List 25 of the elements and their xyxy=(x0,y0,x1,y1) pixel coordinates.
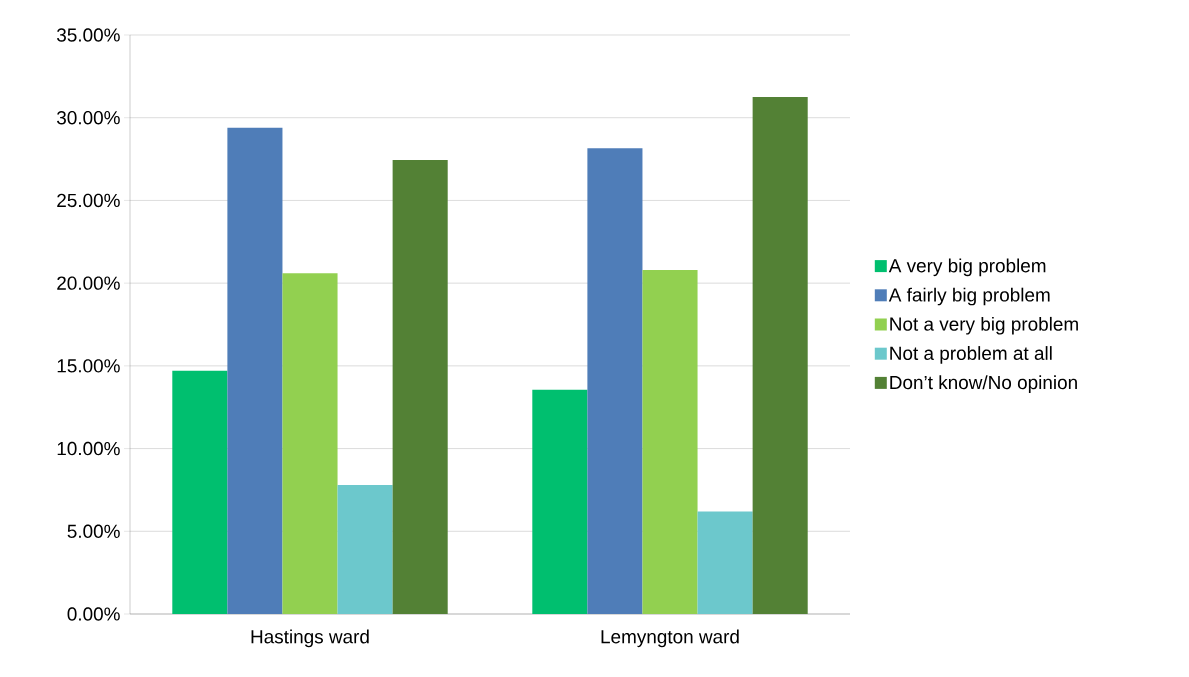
y-tick-label: 30.00% xyxy=(57,111,120,125)
bar xyxy=(172,370,228,614)
y-tick-label: 5.00% xyxy=(67,524,120,538)
legend-label: A very big problem xyxy=(888,258,1046,277)
bar xyxy=(227,127,283,614)
y-tick-label: 25.00% xyxy=(57,193,120,208)
x-tick-label: Lemyngton ward xyxy=(601,629,739,648)
legend-label: Not a very big problem xyxy=(890,316,1078,335)
bar xyxy=(587,148,643,614)
x-tick-label: Hastings ward xyxy=(251,629,369,648)
legend-label: A fairly big problem xyxy=(888,287,1050,306)
y-tick-label: 0.00% xyxy=(67,607,120,621)
bar xyxy=(392,159,448,614)
bar xyxy=(282,273,338,614)
legend-label: Not a problem at all xyxy=(890,346,1052,364)
bar xyxy=(532,389,588,614)
bar xyxy=(752,97,808,614)
bar xyxy=(697,511,753,614)
y-tick-label: 15.00% xyxy=(57,359,120,373)
y-tick-label: 10.00% xyxy=(57,441,120,456)
legend-label: Don’t know/No opinion xyxy=(890,375,1077,393)
y-tick-label: 20.00% xyxy=(57,276,120,290)
bar xyxy=(642,269,698,614)
bar xyxy=(337,484,393,614)
y-tick-label: 35.00% xyxy=(57,28,120,42)
